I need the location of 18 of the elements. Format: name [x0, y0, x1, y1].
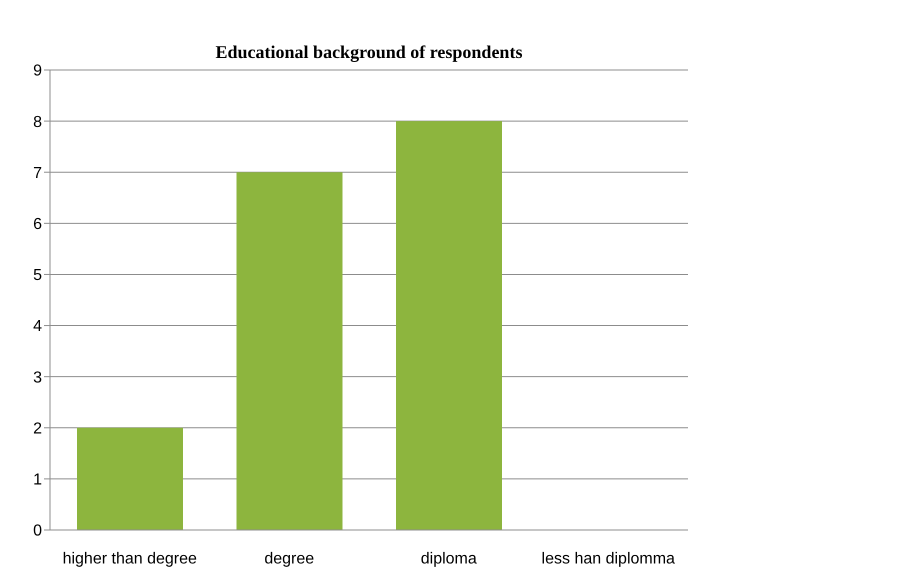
x-tick-label: less han diplomma: [542, 550, 676, 568]
y-tick-label: 9: [33, 62, 42, 80]
y-tick-label: 1: [33, 472, 42, 489]
x-tick-label: diploma: [420, 550, 477, 568]
y-tick-label: 2: [33, 420, 42, 438]
bar: [396, 121, 502, 530]
bar: [236, 172, 342, 530]
x-tick-label: higher than degree: [62, 550, 198, 568]
y-tick-label: 7: [33, 164, 42, 182]
y-tick-label: 6: [33, 216, 42, 234]
y-tick-label: 8: [33, 114, 42, 131]
y-tick-label: 4: [33, 318, 42, 336]
chart-title: Educational background of respondents: [214, 42, 524, 63]
x-tick-label: degree: [264, 550, 314, 568]
y-tick-label: 3: [33, 369, 42, 386]
y-tick-label: 0: [33, 522, 42, 540]
y-tick-label: 5: [33, 267, 42, 284]
bar: [77, 428, 183, 530]
